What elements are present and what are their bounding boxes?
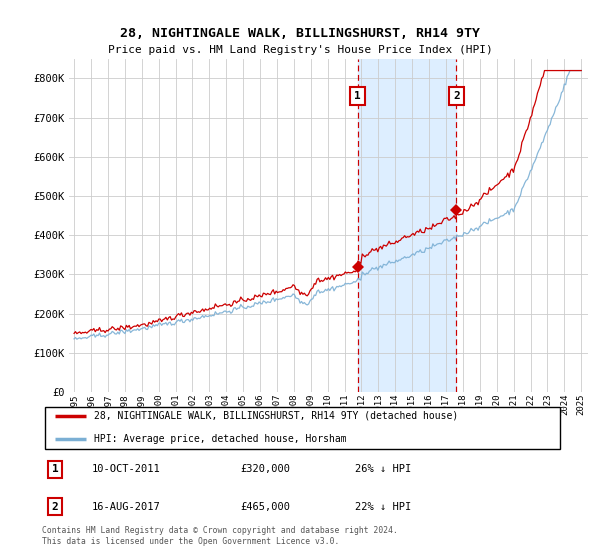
Text: HPI: Average price, detached house, Horsham: HPI: Average price, detached house, Hors… — [94, 434, 347, 444]
Text: 16-AUG-2017: 16-AUG-2017 — [92, 502, 160, 512]
Text: 2: 2 — [453, 91, 460, 101]
Text: 10-OCT-2011: 10-OCT-2011 — [92, 464, 160, 474]
Text: 1: 1 — [52, 464, 58, 474]
FancyBboxPatch shape — [44, 407, 560, 449]
Text: 1: 1 — [354, 91, 361, 101]
Text: Contains HM Land Registry data © Crown copyright and database right 2024.
This d: Contains HM Land Registry data © Crown c… — [42, 526, 398, 546]
Text: £320,000: £320,000 — [241, 464, 290, 474]
Text: 22% ↓ HPI: 22% ↓ HPI — [355, 502, 412, 512]
Text: 28, NIGHTINGALE WALK, BILLINGSHURST, RH14 9TY: 28, NIGHTINGALE WALK, BILLINGSHURST, RH1… — [120, 27, 480, 40]
Text: Price paid vs. HM Land Registry's House Price Index (HPI): Price paid vs. HM Land Registry's House … — [107, 45, 493, 55]
Text: 28, NIGHTINGALE WALK, BILLINGSHURST, RH14 9TY (detached house): 28, NIGHTINGALE WALK, BILLINGSHURST, RH1… — [94, 411, 458, 421]
Text: 2: 2 — [52, 502, 58, 512]
Text: 26% ↓ HPI: 26% ↓ HPI — [355, 464, 412, 474]
Text: £465,000: £465,000 — [241, 502, 290, 512]
Bar — [358, 59, 457, 392]
